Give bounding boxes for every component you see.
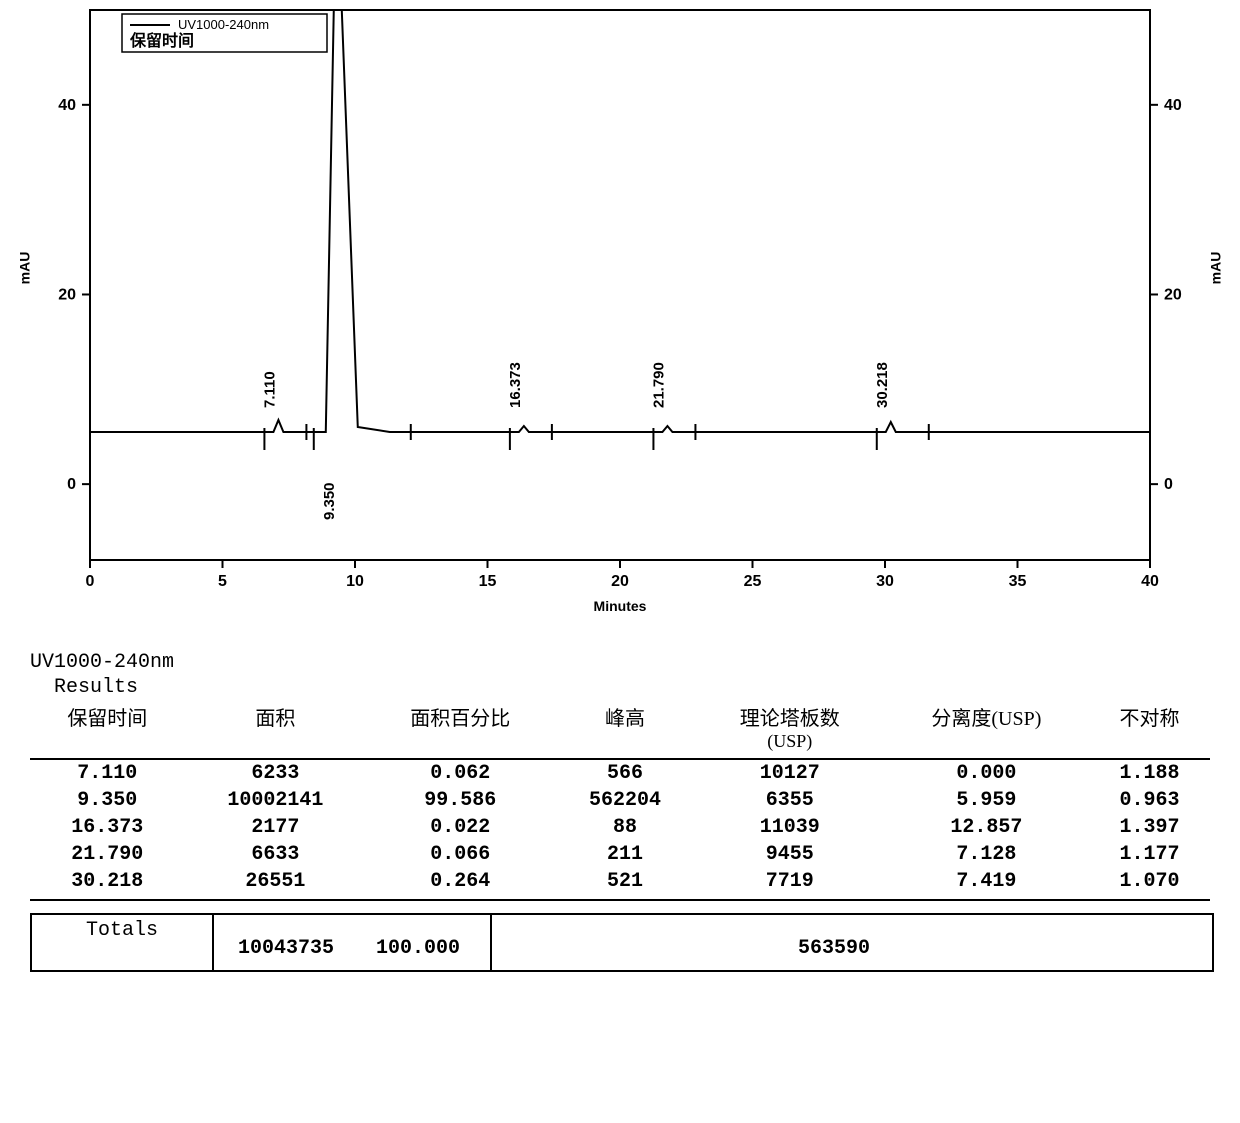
table-cell: 6233 bbox=[185, 759, 367, 787]
totals-height: 563590 bbox=[786, 937, 918, 960]
table-cell: 11039 bbox=[696, 814, 884, 841]
table-cell: 1.177 bbox=[1089, 841, 1210, 868]
col-header-area: 面积 bbox=[185, 702, 367, 759]
table-cell: 0.066 bbox=[366, 841, 554, 868]
col-header-rt: 保留时间 bbox=[30, 702, 185, 759]
svg-text:30.218: 30.218 bbox=[874, 362, 891, 408]
svg-text:10: 10 bbox=[346, 573, 364, 590]
table-cell: 6355 bbox=[696, 787, 884, 814]
table-cell: 7.110 bbox=[30, 759, 185, 787]
table-title-line1: UV1000-240nm bbox=[30, 651, 174, 674]
table-cell: 0.963 bbox=[1089, 787, 1210, 814]
totals-row: Totals 10043735 100.000 563590 bbox=[30, 913, 1214, 972]
table-cell: 9455 bbox=[696, 841, 884, 868]
table-cell: 2177 bbox=[185, 814, 367, 841]
svg-text:40: 40 bbox=[1141, 573, 1159, 590]
totals-pct: 100.000 bbox=[358, 937, 478, 960]
table-cell: 21.790 bbox=[30, 841, 185, 868]
svg-text:16.373: 16.373 bbox=[507, 362, 524, 408]
svg-text:9.350: 9.350 bbox=[321, 482, 338, 520]
col-header-asym: 不对称 bbox=[1089, 702, 1210, 759]
table-row: 16.37321770.022881103912.8571.397 bbox=[30, 814, 1210, 841]
table-title-line2: Results bbox=[54, 676, 138, 699]
table-cell: 9.350 bbox=[30, 787, 185, 814]
x-axis-label: Minutes bbox=[594, 598, 647, 614]
table-cell: 6633 bbox=[185, 841, 367, 868]
svg-text:20: 20 bbox=[58, 286, 76, 303]
table-cell: 0.022 bbox=[366, 814, 554, 841]
table-cell: 0.264 bbox=[366, 868, 554, 900]
svg-text:0: 0 bbox=[67, 476, 76, 493]
svg-text:35: 35 bbox=[1009, 573, 1027, 590]
table-cell: 7.419 bbox=[884, 868, 1089, 900]
table-cell: 7719 bbox=[696, 868, 884, 900]
col-header-res: 分离度(USP) bbox=[884, 702, 1089, 759]
table-cell: 26551 bbox=[185, 868, 367, 900]
table-cell: 1.070 bbox=[1089, 868, 1210, 900]
table-row: 9.3501000214199.58656220463555.9590.963 bbox=[30, 787, 1210, 814]
table-cell: 1.188 bbox=[1089, 759, 1210, 787]
svg-text:40: 40 bbox=[1164, 97, 1182, 114]
results-table-region: UV1000-240nm Results 保留时间面积面积百分比峰高理论塔板数(… bbox=[0, 620, 1240, 972]
svg-text:30: 30 bbox=[876, 573, 894, 590]
table-cell: 521 bbox=[554, 868, 695, 900]
svg-text:UV1000-240nm: UV1000-240nm bbox=[178, 17, 269, 32]
svg-text:0: 0 bbox=[86, 573, 95, 590]
table-cell: 10002141 bbox=[185, 787, 367, 814]
svg-text:40: 40 bbox=[58, 97, 76, 114]
svg-text:21.790: 21.790 bbox=[650, 362, 667, 408]
table-cell: 7.128 bbox=[884, 841, 1089, 868]
totals-area: 10043735 bbox=[226, 937, 346, 960]
table-row: 7.11062330.062566101270.0001.188 bbox=[30, 759, 1210, 787]
table-cell: 16.373 bbox=[30, 814, 185, 841]
totals-label: Totals bbox=[32, 915, 214, 970]
table-cell: 99.586 bbox=[366, 787, 554, 814]
table-row: 30.218265510.26452177197.4191.070 bbox=[30, 868, 1210, 900]
svg-text:15: 15 bbox=[479, 573, 497, 590]
col-header-h: 峰高 bbox=[554, 702, 695, 759]
table-cell: 5.959 bbox=[884, 787, 1089, 814]
svg-text:保留时间: 保留时间 bbox=[129, 31, 194, 50]
chromatogram-chart: mAU mAU Minutes 0 5 10 15 20 25 30 35 40 0 0 20 20 40… bbox=[0, 0, 1240, 620]
col-header-plates: 理论塔板数(USP) bbox=[696, 702, 884, 759]
y-axis-label-left: mAU bbox=[16, 252, 32, 285]
table-title: UV1000-240nm Results bbox=[30, 650, 1210, 700]
svg-text:5: 5 bbox=[218, 573, 227, 590]
table-cell: 30.218 bbox=[30, 868, 185, 900]
svg-text:25: 25 bbox=[744, 573, 762, 590]
table-cell: 562204 bbox=[554, 787, 695, 814]
table-cell: 88 bbox=[554, 814, 695, 841]
table-cell: 211 bbox=[554, 841, 695, 868]
svg-text:20: 20 bbox=[1164, 286, 1182, 303]
table-cell: 566 bbox=[554, 759, 695, 787]
svg-text:0: 0 bbox=[1164, 476, 1173, 493]
svg-text:20: 20 bbox=[611, 573, 629, 590]
table-cell: 0.062 bbox=[366, 759, 554, 787]
table-row: 21.79066330.06621194557.1281.177 bbox=[30, 841, 1210, 868]
table-cell: 1.397 bbox=[1089, 814, 1210, 841]
table-cell: 12.857 bbox=[884, 814, 1089, 841]
y-axis-label-right: mAU bbox=[1208, 252, 1224, 285]
table-cell: 0.000 bbox=[884, 759, 1089, 787]
results-table: 保留时间面积面积百分比峰高理论塔板数(USP)分离度(USP)不对称 7.110… bbox=[30, 702, 1210, 901]
svg-text:7.110: 7.110 bbox=[261, 371, 278, 408]
table-cell: 10127 bbox=[696, 759, 884, 787]
chart-svg: 0 5 10 15 20 25 30 35 40 0 0 20 20 40 40 UV1000-240nm保留… bbox=[0, 0, 1240, 620]
col-header-pct: 面积百分比 bbox=[366, 702, 554, 759]
